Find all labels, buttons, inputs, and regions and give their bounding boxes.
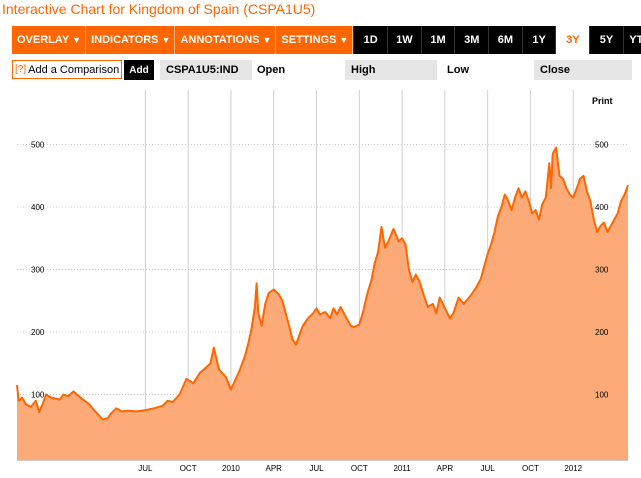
y-tick-label-left: 400: [31, 203, 45, 212]
range-1d-button[interactable]: 1D: [353, 26, 387, 54]
y-tick-label-right: 100: [595, 391, 609, 400]
comparison-row: [?] Add a Comparison Add CSPA1U5:IND Ope…: [12, 60, 632, 80]
y-tick-label-right: 400: [595, 203, 609, 212]
overlay-menu-label: OVERLAY: [17, 34, 70, 46]
low-label: Low: [447, 64, 469, 76]
y-tick-label-left: 200: [31, 328, 45, 337]
price-chart: JUL OCT 2010 APR JUL OCT 2011 APR JUL OCT 2012 100 1…: [16, 90, 629, 473]
x-tick-label: JUL: [138, 464, 153, 473]
settings-menu-label: SETTINGS: [281, 34, 337, 46]
caret-down-icon: ▼: [339, 35, 349, 45]
indicators-menu-label: INDICATORS: [91, 34, 159, 46]
comparison-placeholder: Add a Comparison: [28, 63, 120, 76]
range-1w-button[interactable]: 1W: [387, 26, 421, 54]
price-line: [16, 146, 629, 421]
y-tick-label-left: 500: [31, 141, 45, 150]
x-tick-label: APR: [437, 464, 454, 473]
overlay-menu[interactable]: OVERLAY ▼: [12, 26, 87, 54]
range-6m-button[interactable]: 6M: [488, 26, 522, 54]
x-tick-label: 2012: [564, 464, 582, 473]
caret-down-icon: ▼: [262, 35, 272, 45]
range-selector: 1D 1W 1M 3M 6M 1Y 3Y 5Y YTD: [353, 26, 641, 54]
caret-down-icon: ▼: [72, 35, 82, 45]
settings-menu[interactable]: SETTINGS ▼: [276, 26, 354, 54]
x-tick-label: JUL: [481, 464, 496, 473]
help-icon[interactable]: [?]: [15, 64, 27, 75]
x-tick-label: APR: [265, 464, 282, 473]
range-1m-button[interactable]: 1M: [420, 26, 455, 54]
x-tick-label: 2011: [393, 464, 411, 473]
range-5y-button[interactable]: 5Y: [589, 26, 623, 54]
range-1y-button[interactable]: 1Y: [521, 26, 556, 54]
y-tick-label-left: 300: [31, 266, 45, 275]
x-tick-label: OCT: [351, 464, 368, 473]
range-3m-button[interactable]: 3M: [454, 26, 488, 54]
range-ytd-button[interactable]: YTD: [622, 26, 641, 54]
high-label: High: [345, 60, 437, 80]
price-area: [17, 147, 628, 460]
y-tick-label-right: 200: [595, 328, 609, 337]
annotations-menu[interactable]: ANNOTATIONS ▼: [175, 26, 277, 54]
x-tick-label: OCT: [180, 464, 197, 473]
annotations-menu-label: ANNOTATIONS: [180, 34, 260, 46]
range-3y-button[interactable]: 3Y: [555, 26, 590, 54]
comparison-input[interactable]: [?] Add a Comparison: [12, 60, 122, 79]
close-label: Close: [534, 60, 632, 80]
add-comparison-button[interactable]: Add: [124, 60, 154, 80]
y-tick-label-right: 500: [595, 141, 609, 150]
x-tick-label: 2010: [222, 464, 240, 473]
open-label: Open: [257, 64, 286, 76]
ticker-label: CSPA1U5:IND: [160, 60, 252, 80]
x-tick-label: JUL: [309, 464, 324, 473]
x-tick-label: OCT: [522, 464, 539, 473]
print-link[interactable]: Print: [592, 96, 613, 106]
page-title: Interactive Chart for Kingdom of Spain (…: [2, 1, 316, 17]
indicators-menu[interactable]: INDICATORS ▼: [86, 26, 176, 54]
chart-toolbar: OVERLAY ▼ INDICATORS ▼ ANNOTATIONS ▼ SETTIN…: [12, 26, 641, 54]
caret-down-icon: ▼: [161, 35, 171, 45]
y-tick-label-right: 300: [595, 266, 609, 275]
y-tick-label-left: 100: [31, 391, 45, 400]
